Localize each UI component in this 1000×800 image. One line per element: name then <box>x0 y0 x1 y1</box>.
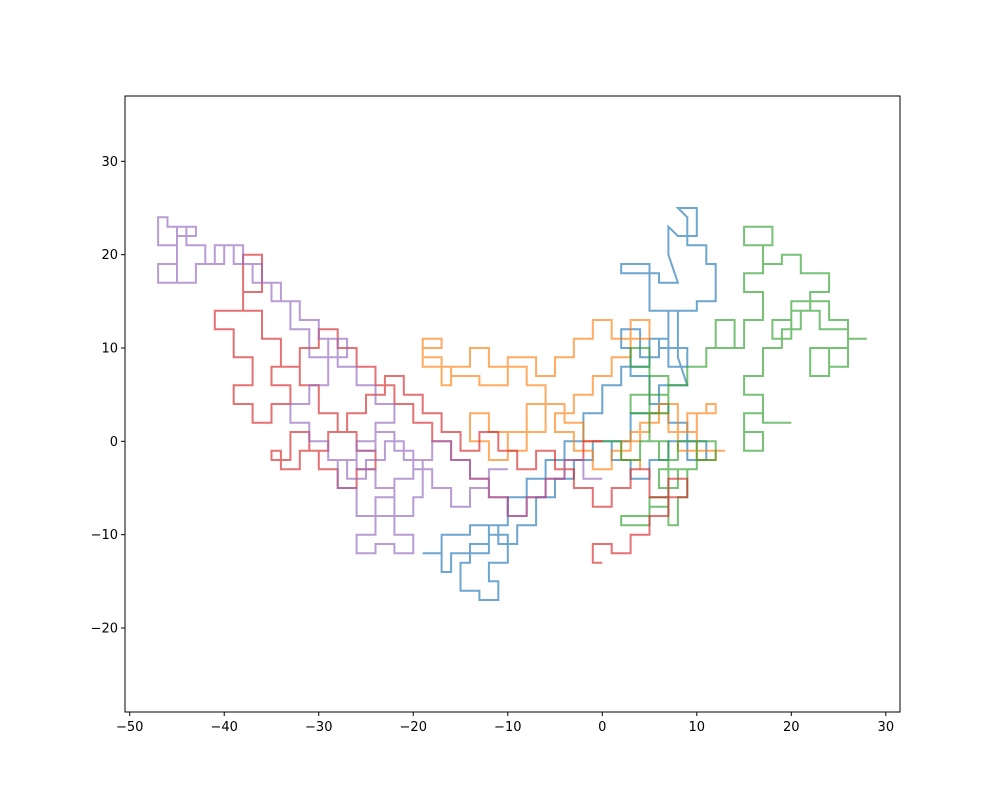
x-tick-label: −40 <box>211 720 238 735</box>
axes-frame <box>124 95 901 713</box>
x-tick-label: −30 <box>305 720 332 735</box>
walk-series-5 <box>157 216 603 555</box>
x-tick-label: 0 <box>598 720 606 735</box>
x-tick-label: 10 <box>689 720 706 735</box>
x-tick-label: −50 <box>116 720 143 735</box>
y-tick-label: 10 <box>101 342 118 357</box>
y-tick-label: −10 <box>91 528 118 543</box>
y-tick-label: 0 <box>110 435 118 450</box>
x-axis: −50 −40 −30 −20 −10 0 10 20 30 <box>116 712 894 735</box>
x-tick-label: 20 <box>783 720 800 735</box>
walk-series-2 <box>421 319 726 471</box>
x-tick-label: −10 <box>494 720 521 735</box>
x-tick-label: 30 <box>878 720 895 735</box>
y-axis: −20 −10 0 10 20 30 <box>91 155 125 637</box>
y-tick-label: −20 <box>91 622 118 637</box>
x-tick-label: −20 <box>400 720 427 735</box>
y-tick-label: 20 <box>101 248 118 263</box>
series-layer <box>157 207 867 601</box>
y-tick-label: 30 <box>101 155 118 170</box>
walk-series-3 <box>602 225 867 527</box>
